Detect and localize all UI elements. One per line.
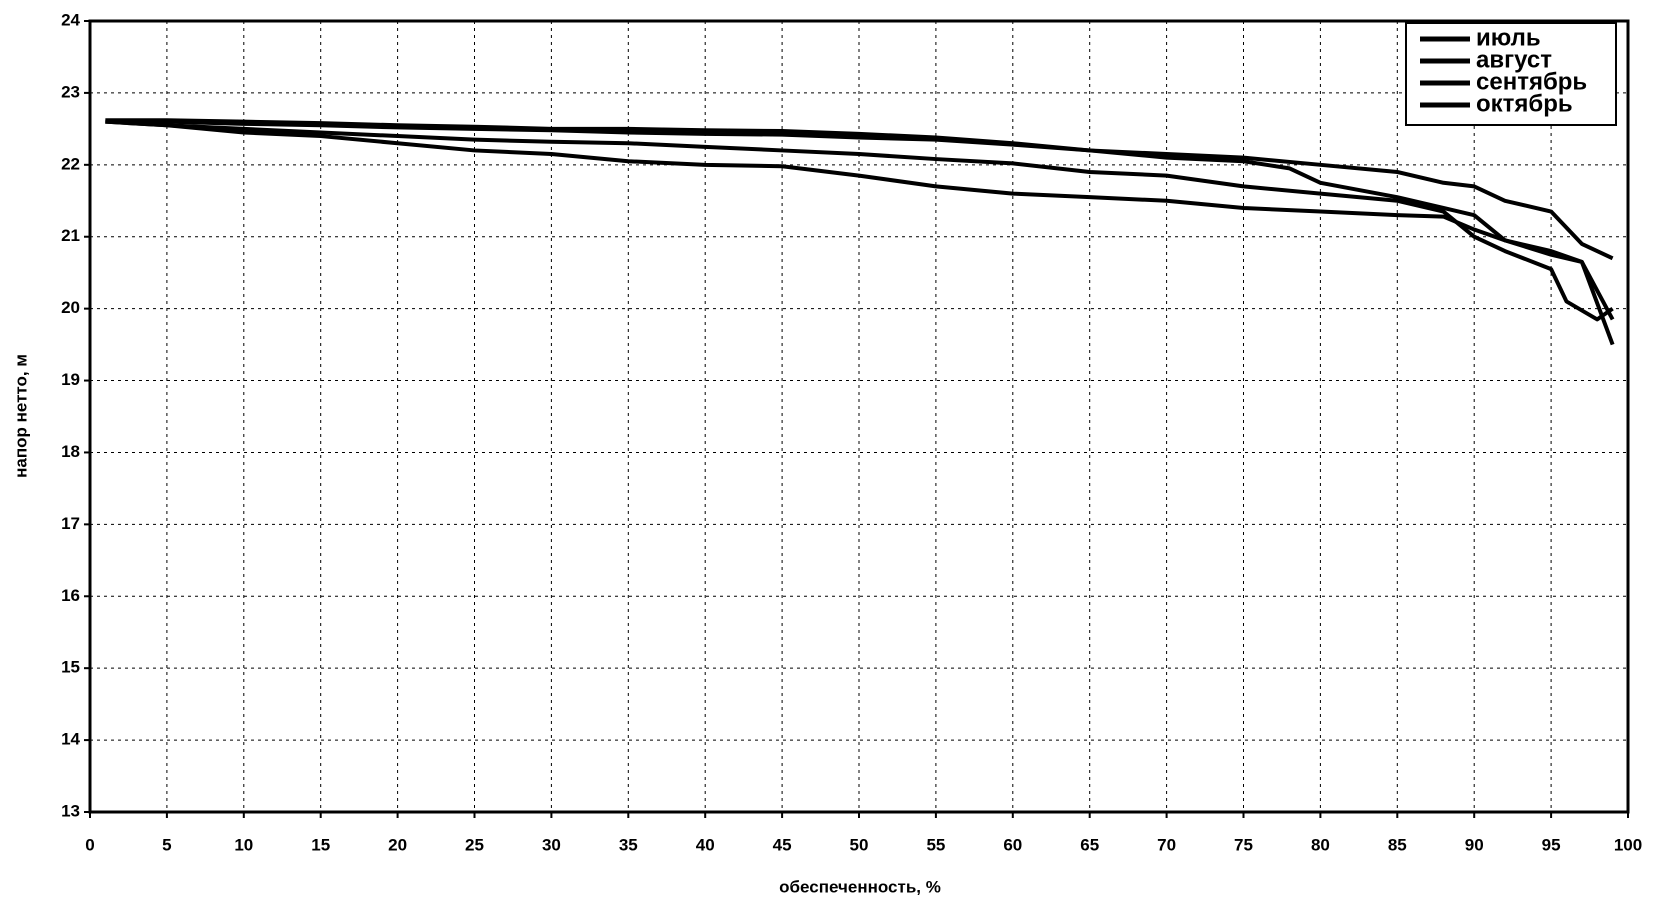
x-tick-label: 80	[1311, 835, 1330, 854]
x-tick-label: 55	[926, 835, 945, 854]
x-tick-label: 25	[465, 835, 484, 854]
x-tick-label: 5	[162, 835, 171, 854]
legend-label: июль	[1476, 24, 1541, 51]
x-tick-label: 35	[619, 835, 638, 854]
y-tick-label: 16	[61, 586, 80, 605]
x-axis-label: обеспеченность, %	[779, 877, 941, 896]
x-tick-label: 95	[1542, 835, 1561, 854]
y-tick-label: 13	[61, 801, 80, 820]
legend-label: сентябрь	[1476, 68, 1587, 95]
y-tick-label: 15	[61, 658, 80, 677]
y-tick-label: 20	[61, 298, 80, 317]
x-tick-label: 100	[1614, 835, 1642, 854]
x-tick-label: 10	[234, 835, 253, 854]
data-line	[105, 119, 1614, 322]
y-tick-label: 23	[61, 82, 80, 101]
y-axis-label: напор нетто, м	[11, 354, 30, 478]
plot-frame	[88, 19, 1630, 814]
y-tick-label: 22	[61, 154, 80, 173]
y-tick-label: 24	[61, 10, 80, 29]
x-tick-label: 75	[1234, 835, 1253, 854]
x-tick-label: 50	[850, 835, 869, 854]
legend-label: август	[1476, 46, 1552, 73]
x-tick-label: 30	[542, 835, 561, 854]
x-tick-label: 15	[311, 835, 330, 854]
x-tick-label: 60	[1003, 835, 1022, 854]
data-line	[105, 119, 1615, 346]
y-tick-label: 17	[61, 514, 80, 533]
y-tick-label: 14	[61, 730, 80, 749]
y-tick-label: 21	[61, 226, 80, 245]
x-tick-label: 85	[1388, 835, 1407, 854]
x-tick-label: 20	[388, 835, 407, 854]
x-tick-label: 40	[696, 835, 715, 854]
data-line	[105, 119, 1615, 321]
x-tick-label: 0	[85, 835, 94, 854]
x-tick-label: 90	[1465, 835, 1484, 854]
x-tick-label: 45	[773, 835, 792, 854]
x-tick-label: 65	[1080, 835, 1099, 854]
y-tick-label: 18	[61, 442, 80, 461]
legend-label: октябрь	[1476, 90, 1573, 117]
y-tick-label: 19	[61, 370, 80, 389]
x-tick-label: 70	[1157, 835, 1176, 854]
